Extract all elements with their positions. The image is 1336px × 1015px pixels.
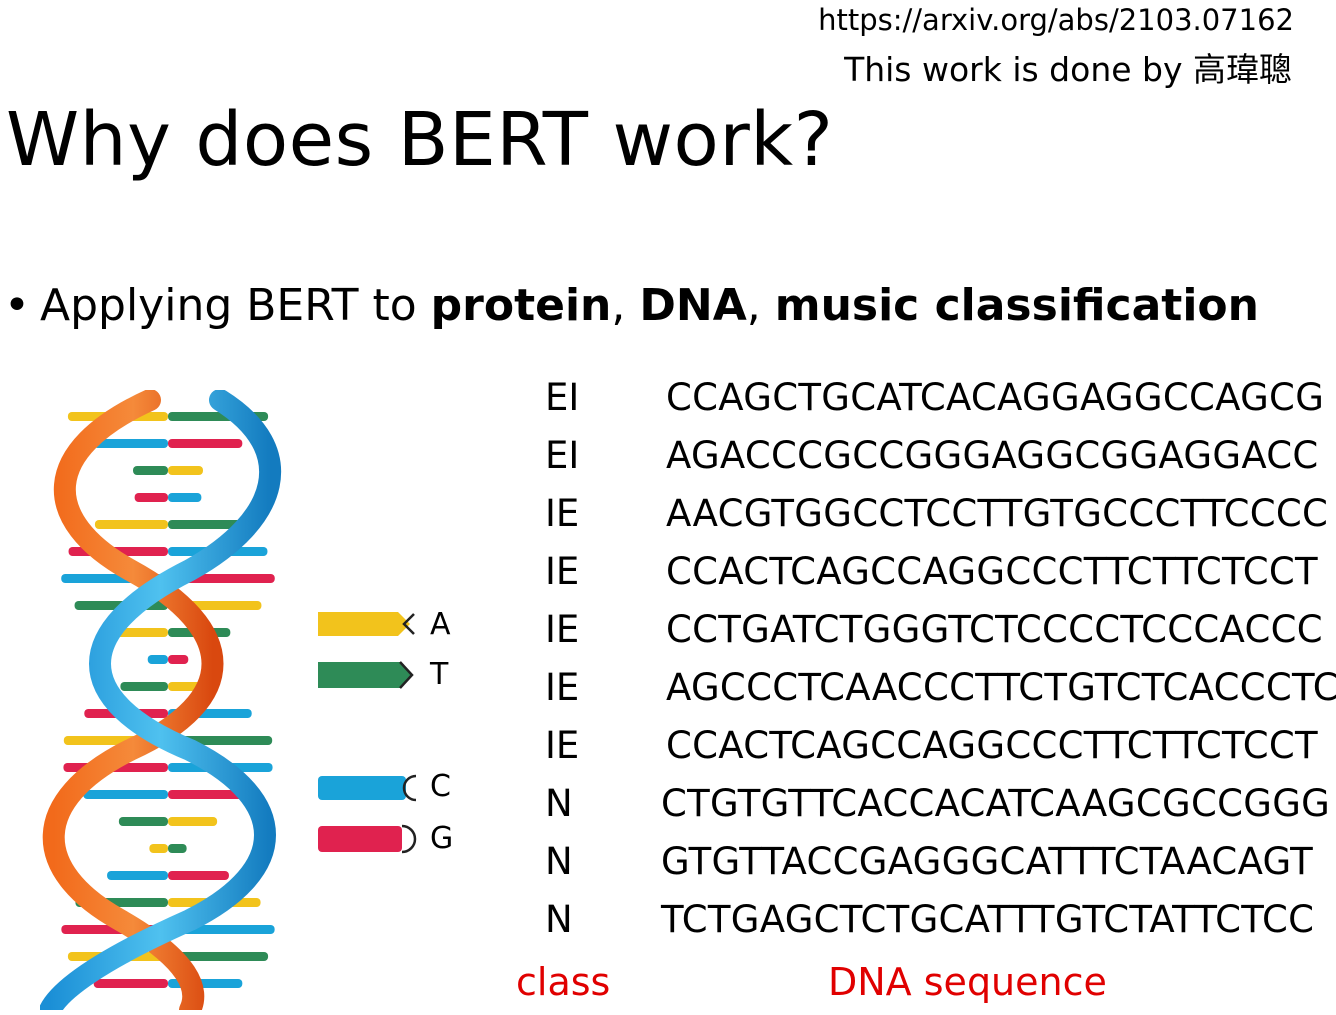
table-row: N GTGTTACCGAGGGCATTTCTAACAGT bbox=[0, 837, 1336, 895]
dna-table: EI CCAGCTGCATCACAGGAGGCCAGCG EI AGACCCGCCG… bbox=[0, 373, 1336, 953]
base-pair-rung bbox=[168, 844, 187, 853]
base-pair-rung bbox=[168, 655, 189, 664]
base-pair-rung bbox=[107, 871, 168, 880]
row-sequence: AGCCCTCAACCCTTCTGTCTCACCCTC bbox=[666, 666, 1336, 709]
row-class: IE bbox=[545, 492, 580, 535]
row-sequence: CCACTCAGCCAGGCCCTTCTTCTCCT bbox=[666, 724, 1318, 767]
table-row: N TCTGAGCTCTGCATTTGTCTATTCTCC bbox=[0, 895, 1336, 953]
base-pair-rung bbox=[149, 844, 168, 853]
table-row: IE CCACTCAGCCAGGCCCTTCTTCTCCT bbox=[0, 547, 1336, 605]
slide-title: Why does BERT work? bbox=[6, 97, 834, 183]
row-sequence: CCTGATCTGGGTCTCCCCTCCCACCC bbox=[666, 608, 1323, 651]
base-pair-rung bbox=[118, 817, 168, 826]
legend-a-bar bbox=[318, 612, 415, 636]
legend-g-bar bbox=[318, 824, 417, 854]
row-sequence: CCAGCTGCATCACAGGAGGCCAGCG bbox=[666, 376, 1325, 419]
row-class: IE bbox=[545, 608, 580, 651]
paper-link[interactable]: https://arxiv.org/abs/2103.07162 bbox=[818, 3, 1294, 37]
base-pair-rung bbox=[168, 871, 229, 880]
table-row: IE AGCCCTCAACCCTTCTGTCTCACCCTC bbox=[0, 663, 1336, 721]
row-class: N bbox=[545, 782, 573, 825]
table-row: EI CCAGCTGCATCACAGGAGGCCAGCG bbox=[0, 373, 1336, 431]
bullet-dna: DNA bbox=[639, 280, 747, 331]
row-class: IE bbox=[545, 724, 580, 767]
row-sequence: CTGTGTTCACCACATCAAGCGCCGGG bbox=[661, 782, 1331, 825]
base-pair-rung bbox=[134, 493, 168, 502]
base-pair-rung bbox=[168, 493, 202, 502]
bullet-item: • Applying BERT to protein, DNA, music cl… bbox=[4, 278, 1259, 334]
bullet-lead: Applying BERT to bbox=[40, 280, 431, 331]
base-pair-rung bbox=[93, 979, 168, 988]
base-pair-rung bbox=[168, 520, 242, 529]
base-pair-rung bbox=[168, 817, 218, 826]
base-pair-rung bbox=[168, 439, 243, 448]
row-sequence: TCTGAGCTCTGCATTTGTCTATTCTCC bbox=[661, 898, 1315, 941]
bullet-sep: , bbox=[611, 280, 640, 331]
base-pair-rung bbox=[94, 520, 168, 529]
bullet-dot-icon: • bbox=[4, 280, 30, 331]
sequence-column-label: DNA sequence bbox=[828, 960, 1107, 1004]
row-class: EI bbox=[545, 434, 580, 477]
base-pair-rung bbox=[168, 466, 203, 475]
bullet-music-classification: music classification bbox=[774, 280, 1259, 331]
base-pair-rung bbox=[133, 466, 168, 475]
table-row: IE CCACTCAGCCAGGCCCTTCTTCTCCT bbox=[0, 721, 1336, 779]
row-sequence: AGACCCGCCGGGAGGCGGAGGACC bbox=[666, 434, 1319, 477]
base-pair-rung bbox=[168, 790, 253, 799]
legend-t-bar bbox=[318, 661, 414, 689]
credit-line: This work is done by 高瑋聰 bbox=[844, 50, 1292, 89]
table-row: EI AGACCCGCCGGGAGGCGGAGGACC bbox=[0, 431, 1336, 489]
base-pair-rung bbox=[147, 655, 168, 664]
row-class: N bbox=[545, 840, 573, 883]
dna-helix-illustration bbox=[40, 390, 282, 1010]
table-row: IE CCTGATCTGGGTCTCCCCTCCCACCC bbox=[0, 605, 1336, 663]
row-sequence: CCACTCAGCCAGGCCCTTCTTCTCCT bbox=[666, 550, 1318, 593]
row-class: IE bbox=[545, 666, 580, 709]
base-pair-legend bbox=[318, 612, 417, 854]
row-sequence: GTGTTACCGAGGGCATTTCTAACAGT bbox=[661, 840, 1314, 883]
base-pair-rung bbox=[93, 439, 168, 448]
bullet-sep: , bbox=[746, 280, 775, 331]
base-pair-rung bbox=[83, 790, 168, 799]
bullet-protein: protein bbox=[430, 280, 612, 331]
row-sequence: AACGTGGCCTCCTTGTGCCCTTCCCC bbox=[666, 492, 1329, 535]
base-pair-rung bbox=[168, 952, 269, 961]
row-class: EI bbox=[545, 376, 580, 419]
table-row: N CTGTGTTCACCACATCAAGCGCCGGG bbox=[0, 779, 1336, 837]
legend-c-bar bbox=[318, 774, 417, 802]
row-class: N bbox=[545, 898, 573, 941]
row-class: IE bbox=[545, 550, 580, 593]
base-pair-rung bbox=[120, 682, 168, 691]
table-row: IE AACGTGGCCTCCTTGTGCCCTTCCCC bbox=[0, 489, 1336, 547]
class-column-label: class bbox=[516, 960, 611, 1004]
